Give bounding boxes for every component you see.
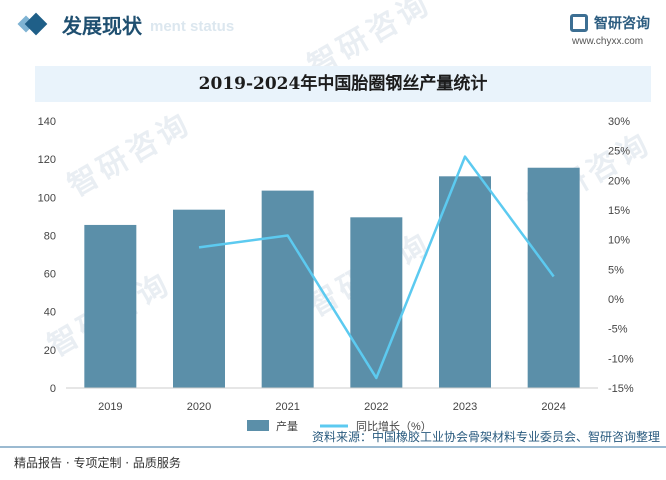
page-footer: 精品报告 · 专项定制 · 品质服务: [0, 446, 666, 480]
y-left-tick-label: 120: [38, 154, 56, 166]
section-title: 发展现状: [62, 14, 142, 38]
footer-divider: [0, 446, 666, 448]
y-right-tick-label: -5%: [608, 324, 628, 336]
chart: 0 20 40 60 80 100 120 140 -15% -10% -5% 0% 5% 10% 15% 2…: [38, 116, 634, 433]
bar: [173, 209, 225, 388]
y-left-tick-label: 80: [44, 230, 56, 242]
bar: [261, 190, 314, 388]
logo-name: 智研咨询: [594, 16, 650, 32]
y-left-tick-label: 40: [44, 307, 56, 319]
bar: [350, 217, 403, 388]
y-right-tick-label: 5%: [608, 264, 624, 276]
y-right-tick-label: -15%: [608, 383, 634, 395]
bar: [527, 167, 580, 388]
x-tick-label: 2020: [187, 401, 211, 413]
y-right-tick-label: 10%: [608, 235, 630, 247]
x-tick-label: 2021: [275, 401, 299, 413]
y-left-tick-label: 60: [44, 269, 56, 281]
x-tick-label: 2022: [364, 401, 388, 413]
x-tick-label: 2024: [541, 401, 565, 413]
section-subtitle: ment status: [150, 18, 235, 35]
y-left-tick-label: 140: [38, 116, 56, 128]
y-left-tick-label: 20: [44, 345, 56, 357]
logo-icon: [570, 14, 588, 32]
y-left-tick-label: 100: [38, 192, 56, 204]
bar: [84, 224, 137, 388]
y-right-tick-label: 15%: [608, 205, 630, 217]
chart-title: 2019-2024年中国胎圈钢丝产量统计: [198, 74, 488, 94]
footer-tagline: 精品报告 · 专项定制 · 品质服务: [14, 456, 181, 470]
chart-title-band: 2019-2024年中国胎圈钢丝产量统计: [35, 66, 651, 102]
y-right-tick-label: 25%: [608, 146, 630, 158]
logo-url: www.chyxx.com: [572, 36, 644, 47]
legend-label: 同比增长（%）: [356, 419, 432, 433]
x-tick-label: 2023: [453, 401, 477, 413]
legend-label: 产量: [276, 419, 298, 433]
legend-swatch-bar: [247, 420, 269, 431]
y-right-tick-label: 0%: [608, 294, 624, 306]
page-header: ment status 发展现状 智研咨询 www.chyxx.com: [0, 0, 666, 56]
x-tick-label: 2019: [98, 401, 122, 413]
y-right-tick-label: 20%: [608, 175, 630, 187]
y-right-tick-label: 30%: [608, 116, 630, 128]
source-note: 资料来源：中国橡胶工业协会骨架材料专业委员会、智研咨询整理: [311, 430, 660, 444]
growth-line: [198, 155, 555, 380]
y-right-tick-label: -10%: [608, 353, 634, 365]
y-left-tick-label: 0: [50, 383, 56, 395]
bar: [439, 176, 491, 388]
